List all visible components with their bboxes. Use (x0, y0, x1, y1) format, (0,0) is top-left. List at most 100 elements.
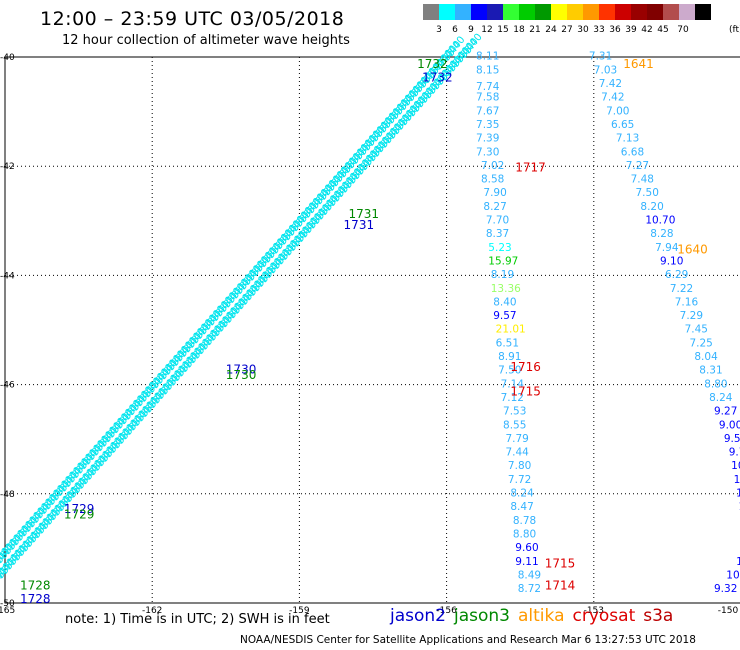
wave-height-value: 7.03 (594, 64, 617, 76)
wave-height-value: 9.60 (515, 542, 538, 554)
y-tick-label: -50 (0, 599, 15, 609)
wave-height-value: 9.11 (515, 556, 538, 568)
color-swatch (615, 4, 631, 20)
wave-height-value: 7.42 (599, 78, 622, 90)
color-swatch (455, 4, 471, 20)
color-scale-label: 3 (436, 25, 442, 35)
wave-height-value: 5.23 (488, 242, 511, 254)
x-tick-label: -156 (436, 606, 457, 616)
y-tick-label: -44 (0, 271, 15, 281)
wave-height-value: 7.16 (675, 296, 699, 308)
track-time-label: 1715 (510, 385, 541, 399)
wave-height-value: 7.12 (501, 392, 524, 404)
track-time-label: 1729 (64, 507, 95, 521)
track-time-label: 1717 (515, 161, 546, 175)
wave-height-value: 7.22 (670, 283, 693, 295)
color-scale-label: 42 (641, 25, 653, 35)
color-swatch (423, 4, 439, 20)
track-time-label: 1730 (226, 363, 257, 377)
wave-height-value: 8.31 (699, 365, 722, 377)
wave-height-value: 7.50 (636, 187, 659, 199)
color-swatch (471, 4, 487, 20)
track-time-label: 1715 (545, 557, 576, 571)
color-scale-label: 70 (677, 25, 689, 35)
wave-height-value: 8.58 (481, 174, 504, 186)
wave-height-value: 8.20 (640, 201, 663, 213)
wave-height-value: 8.37 (486, 228, 509, 240)
x-tick-label: -162 (142, 606, 162, 616)
swath-value-label: 5.40 (0, 566, 9, 590)
wave-height-value: 9.57 (493, 310, 516, 322)
wave-height-value: 7.80 (508, 460, 531, 472)
wave-height-value: 8.27 (483, 201, 506, 213)
wave-height-value: 8.19 (491, 269, 514, 281)
legend-entry-cryosat: cryosat (572, 606, 636, 626)
color-scale-label: 24 (545, 25, 557, 35)
chart-subtitle: 12 hour collection of altimeter wave hei… (62, 33, 350, 48)
color-scale-label: 18 (513, 25, 525, 35)
color-scale-label: 12 (481, 25, 493, 35)
legend-entry-altika: altika (518, 606, 565, 626)
color-swatch (599, 4, 615, 20)
wave-height-value: 7.94 (655, 242, 679, 254)
track-time-label: 1731 (348, 207, 379, 221)
wave-height-value: 7.58 (476, 92, 499, 104)
color-scale-label: 27 (561, 25, 573, 35)
wave-height-value: 10.81 (726, 569, 740, 581)
color-scale-label: 33 (593, 25, 605, 35)
track-time-label: 1728 (20, 578, 51, 592)
wave-height-value: 8.40 (493, 296, 516, 308)
wave-height-value: 8.24 (510, 488, 534, 500)
wave-height-value: 7.67 (476, 105, 499, 117)
legend-entry-jason2: jason2 (390, 606, 446, 626)
wave-height-value: 6.68 (621, 146, 644, 158)
wave-height-value: 8.28 (650, 228, 673, 240)
wave-height-value: 9.32 (714, 583, 737, 595)
color-swatch (583, 4, 599, 20)
wave-height-value: 7.53 (503, 406, 526, 418)
color-swatch (663, 4, 679, 20)
wave-height-value: 8.47 (510, 501, 533, 513)
color-scale-label: 21 (529, 25, 541, 35)
track-time-label: 1714 (545, 578, 576, 592)
x-tick-label: -165 (0, 606, 15, 616)
wave-height-value: 7.29 (680, 310, 703, 322)
color-scale-label: 39 (625, 25, 637, 35)
legend-entry-jason3: jason3 (454, 606, 510, 626)
wave-height-value: 8.15 (476, 64, 499, 76)
color-scale-label: 15 (497, 25, 509, 35)
color-swatch (631, 4, 647, 20)
wave-height-value: 9.27 (714, 406, 737, 418)
wave-height-value: 7.42 (601, 92, 624, 104)
x-tick-label: -150 (718, 606, 739, 616)
track-time-label: 1728 (20, 592, 51, 606)
wave-height-value: 21.01 (496, 324, 526, 336)
color-swatch (503, 4, 519, 20)
x-tick-label: -159 (289, 606, 310, 616)
wave-height-value: 9.10 (660, 255, 683, 267)
plot-frame (4, 56, 740, 604)
wave-height-value: 9.56 (724, 433, 740, 445)
wave-height-value: 8.24 (709, 392, 733, 404)
color-swatch (535, 4, 551, 20)
wave-height-value: 6.51 (496, 337, 519, 349)
wave-height-value: 8.80 (513, 528, 536, 540)
wave-height-value: 7.45 (685, 324, 708, 336)
wave-height-value: 7.02 (481, 160, 504, 172)
wave-height-value: 7.13 (616, 133, 639, 145)
track-time-label: 1641 (623, 57, 654, 71)
x-tick-label: -153 (584, 606, 604, 616)
wave-height-value: 15.97 (488, 255, 518, 267)
legend-entry-s3a: s3a (643, 606, 674, 626)
track-time-label: 1729 (64, 502, 95, 516)
wave-height-value: 13.36 (491, 283, 521, 295)
color-swatch (487, 4, 503, 20)
y-tick-label: -40 (0, 53, 15, 63)
y-tick-label: -48 (0, 490, 15, 500)
color-swatch (439, 4, 455, 20)
track-time-label: 1730 (226, 368, 257, 382)
track-time-label: 1731 (344, 218, 375, 232)
wave-height-value: 7.48 (631, 174, 654, 186)
wave-height-value: 10.70 (645, 215, 675, 227)
